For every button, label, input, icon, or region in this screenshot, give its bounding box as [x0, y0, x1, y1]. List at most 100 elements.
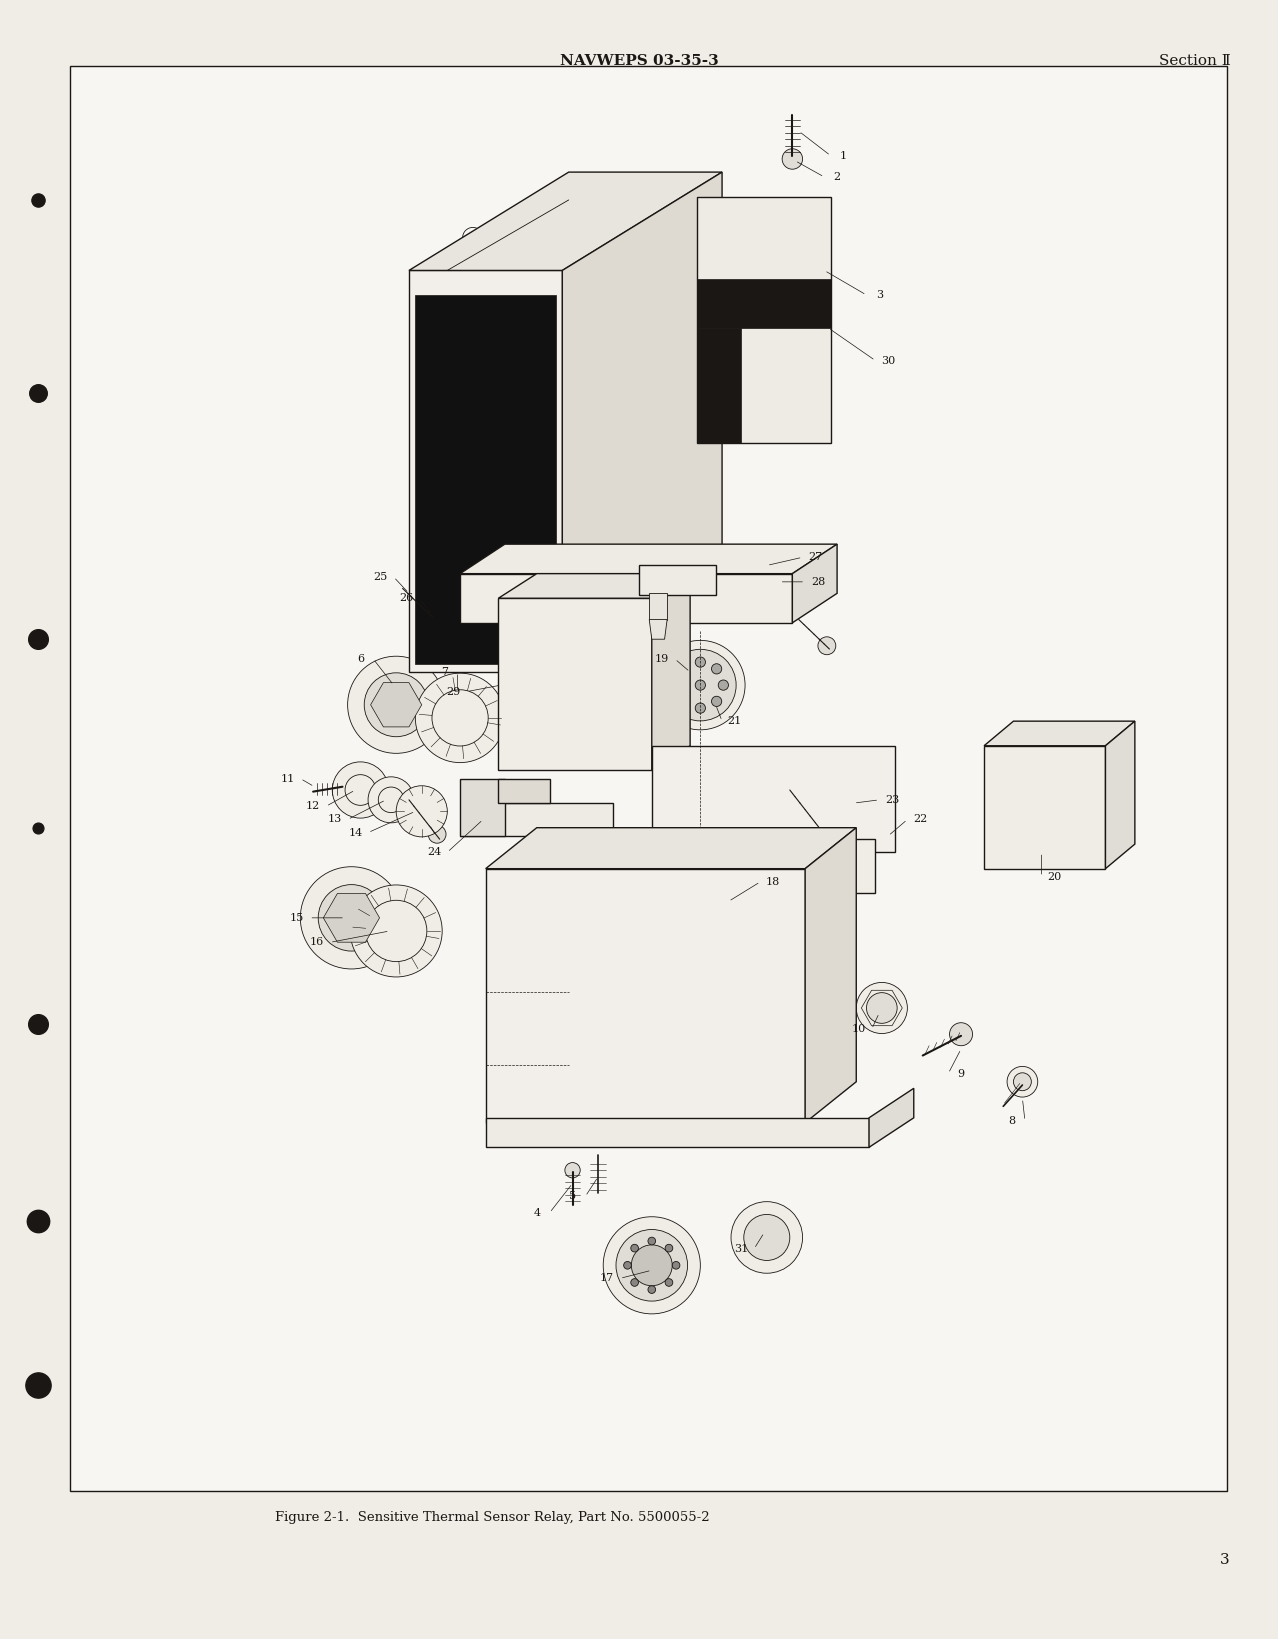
Circle shape: [616, 1229, 688, 1301]
Circle shape: [1013, 1074, 1031, 1090]
Circle shape: [665, 649, 736, 721]
Text: 8: 8: [1008, 1116, 1016, 1126]
Bar: [70, 66, 1227, 1491]
Circle shape: [809, 816, 827, 833]
Circle shape: [588, 941, 690, 1042]
Polygon shape: [697, 197, 831, 443]
Circle shape: [573, 924, 705, 1059]
Circle shape: [818, 638, 836, 654]
Text: 31: 31: [734, 1244, 749, 1254]
Polygon shape: [984, 746, 1105, 869]
Polygon shape: [562, 172, 722, 672]
Text: 5: 5: [569, 1192, 576, 1201]
Circle shape: [695, 703, 705, 713]
Text: Section Ⅱ: Section Ⅱ: [1159, 54, 1231, 67]
Point: [28, 1372, 49, 1398]
Polygon shape: [409, 270, 562, 672]
Circle shape: [565, 1162, 580, 1178]
Circle shape: [718, 680, 728, 690]
Circle shape: [665, 1244, 672, 1252]
Circle shape: [332, 762, 389, 818]
Text: 13: 13: [327, 815, 343, 824]
Polygon shape: [486, 869, 805, 1123]
Circle shape: [364, 674, 428, 736]
Circle shape: [631, 1278, 639, 1287]
Polygon shape: [460, 779, 505, 836]
Polygon shape: [486, 1118, 869, 1147]
Circle shape: [422, 606, 440, 623]
Point: [28, 187, 49, 213]
Polygon shape: [805, 828, 856, 1123]
Circle shape: [856, 982, 907, 1034]
Bar: [534, 697, 553, 721]
Polygon shape: [323, 893, 380, 942]
Circle shape: [712, 697, 722, 706]
Circle shape: [950, 1023, 973, 1046]
Circle shape: [631, 1246, 672, 1285]
Text: 21: 21: [727, 716, 743, 726]
Text: 9: 9: [957, 1069, 965, 1078]
Circle shape: [679, 664, 689, 674]
Text: 30: 30: [881, 356, 896, 365]
Circle shape: [415, 674, 505, 762]
Text: 19: 19: [654, 654, 670, 664]
Circle shape: [1007, 1067, 1038, 1096]
Circle shape: [396, 785, 447, 838]
Point: [28, 626, 49, 652]
Circle shape: [679, 697, 689, 706]
Circle shape: [744, 1214, 790, 1260]
Circle shape: [318, 885, 385, 951]
Circle shape: [631, 1244, 639, 1252]
Circle shape: [428, 826, 446, 842]
Circle shape: [624, 1262, 631, 1269]
Polygon shape: [498, 574, 690, 598]
Polygon shape: [649, 593, 667, 620]
Circle shape: [805, 972, 843, 1011]
Polygon shape: [460, 544, 837, 574]
Polygon shape: [869, 1088, 914, 1147]
Circle shape: [731, 1201, 803, 1274]
Circle shape: [348, 656, 445, 754]
Circle shape: [300, 867, 403, 969]
Bar: [511, 697, 530, 721]
Bar: [997, 801, 1029, 811]
Text: 4: 4: [533, 1208, 541, 1218]
Circle shape: [648, 1285, 656, 1293]
Polygon shape: [498, 598, 652, 770]
Polygon shape: [460, 574, 792, 623]
Polygon shape: [460, 803, 613, 836]
Text: 6: 6: [357, 654, 364, 664]
Text: 15: 15: [289, 913, 304, 923]
Text: 23: 23: [884, 795, 900, 805]
Polygon shape: [1105, 721, 1135, 869]
Circle shape: [350, 885, 442, 977]
Polygon shape: [652, 746, 895, 852]
Polygon shape: [486, 828, 856, 869]
Polygon shape: [613, 839, 875, 893]
Polygon shape: [697, 328, 741, 443]
Circle shape: [648, 1237, 656, 1246]
Circle shape: [672, 680, 682, 690]
Circle shape: [368, 777, 414, 823]
Text: 3: 3: [1219, 1554, 1229, 1567]
Circle shape: [712, 664, 722, 674]
Text: 29: 29: [446, 687, 461, 697]
Text: 20: 20: [1047, 872, 1062, 882]
Bar: [997, 785, 1029, 795]
Polygon shape: [639, 565, 716, 595]
Point: [28, 1208, 49, 1234]
Text: 10: 10: [851, 1024, 866, 1034]
Text: 24: 24: [427, 847, 442, 857]
Polygon shape: [371, 682, 422, 728]
Point: [28, 380, 49, 406]
Text: 22: 22: [912, 815, 928, 824]
Text: 18: 18: [766, 877, 781, 887]
Polygon shape: [498, 779, 550, 803]
Text: 11: 11: [280, 774, 295, 783]
Text: 1: 1: [840, 151, 847, 161]
Circle shape: [809, 1051, 840, 1080]
Circle shape: [521, 1083, 552, 1113]
Bar: [511, 615, 537, 656]
Bar: [557, 697, 576, 721]
Text: 3: 3: [875, 290, 883, 300]
